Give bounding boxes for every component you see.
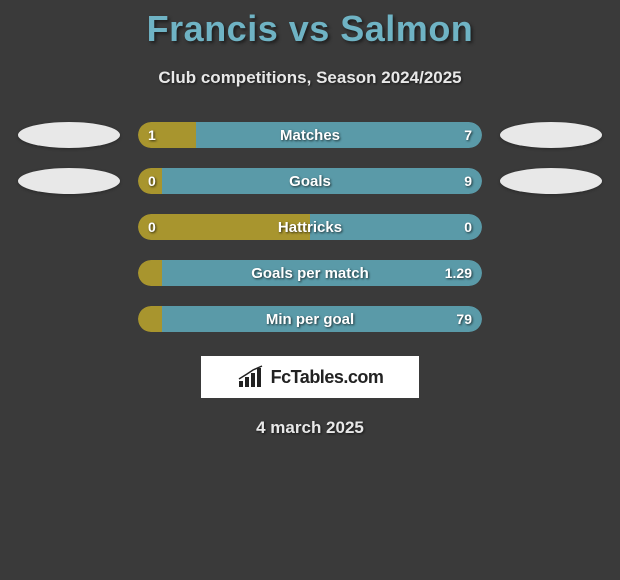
bar-left-fill [138,260,162,286]
bar-right-fill [162,260,482,286]
stat-bar: 79Min per goal [138,306,482,332]
chart-icon [237,365,265,389]
stat-bar: 09Goals [138,168,482,194]
bar-left-fill [138,122,196,148]
page-title: Francis vs Salmon [0,8,620,50]
stat-row: 00Hattricks [0,214,620,240]
bar-right-fill [162,306,482,332]
subtitle: Club competitions, Season 2024/2025 [0,68,620,88]
date-label: 4 march 2025 [0,418,620,438]
stat-row: 1.29Goals per match [0,260,620,286]
stat-row: 17Matches [0,122,620,148]
player-badge-left [18,168,120,194]
stat-bar: 00Hattricks [138,214,482,240]
stat-bar: 17Matches [138,122,482,148]
player-badge-right [500,168,602,194]
player-badge-right [500,122,602,148]
bar-left-fill [138,168,162,194]
stat-row: 09Goals [0,168,620,194]
brand-logo[interactable]: FcTables.com [201,356,419,398]
bar-left-fill [138,214,310,240]
stat-row: 79Min per goal [0,306,620,332]
stat-bar: 1.29Goals per match [138,260,482,286]
bar-right-fill [162,168,482,194]
brand-text: FcTables.com [271,367,384,388]
player-badge-left [18,122,120,148]
bar-right-fill [310,214,482,240]
bar-left-fill [138,306,162,332]
bar-right-fill [196,122,482,148]
comparison-card: Francis vs Salmon Club competitions, Sea… [0,0,620,438]
stats-container: 17Matches 09Goals 00Hattricks 1.29Goals per… [0,122,620,332]
